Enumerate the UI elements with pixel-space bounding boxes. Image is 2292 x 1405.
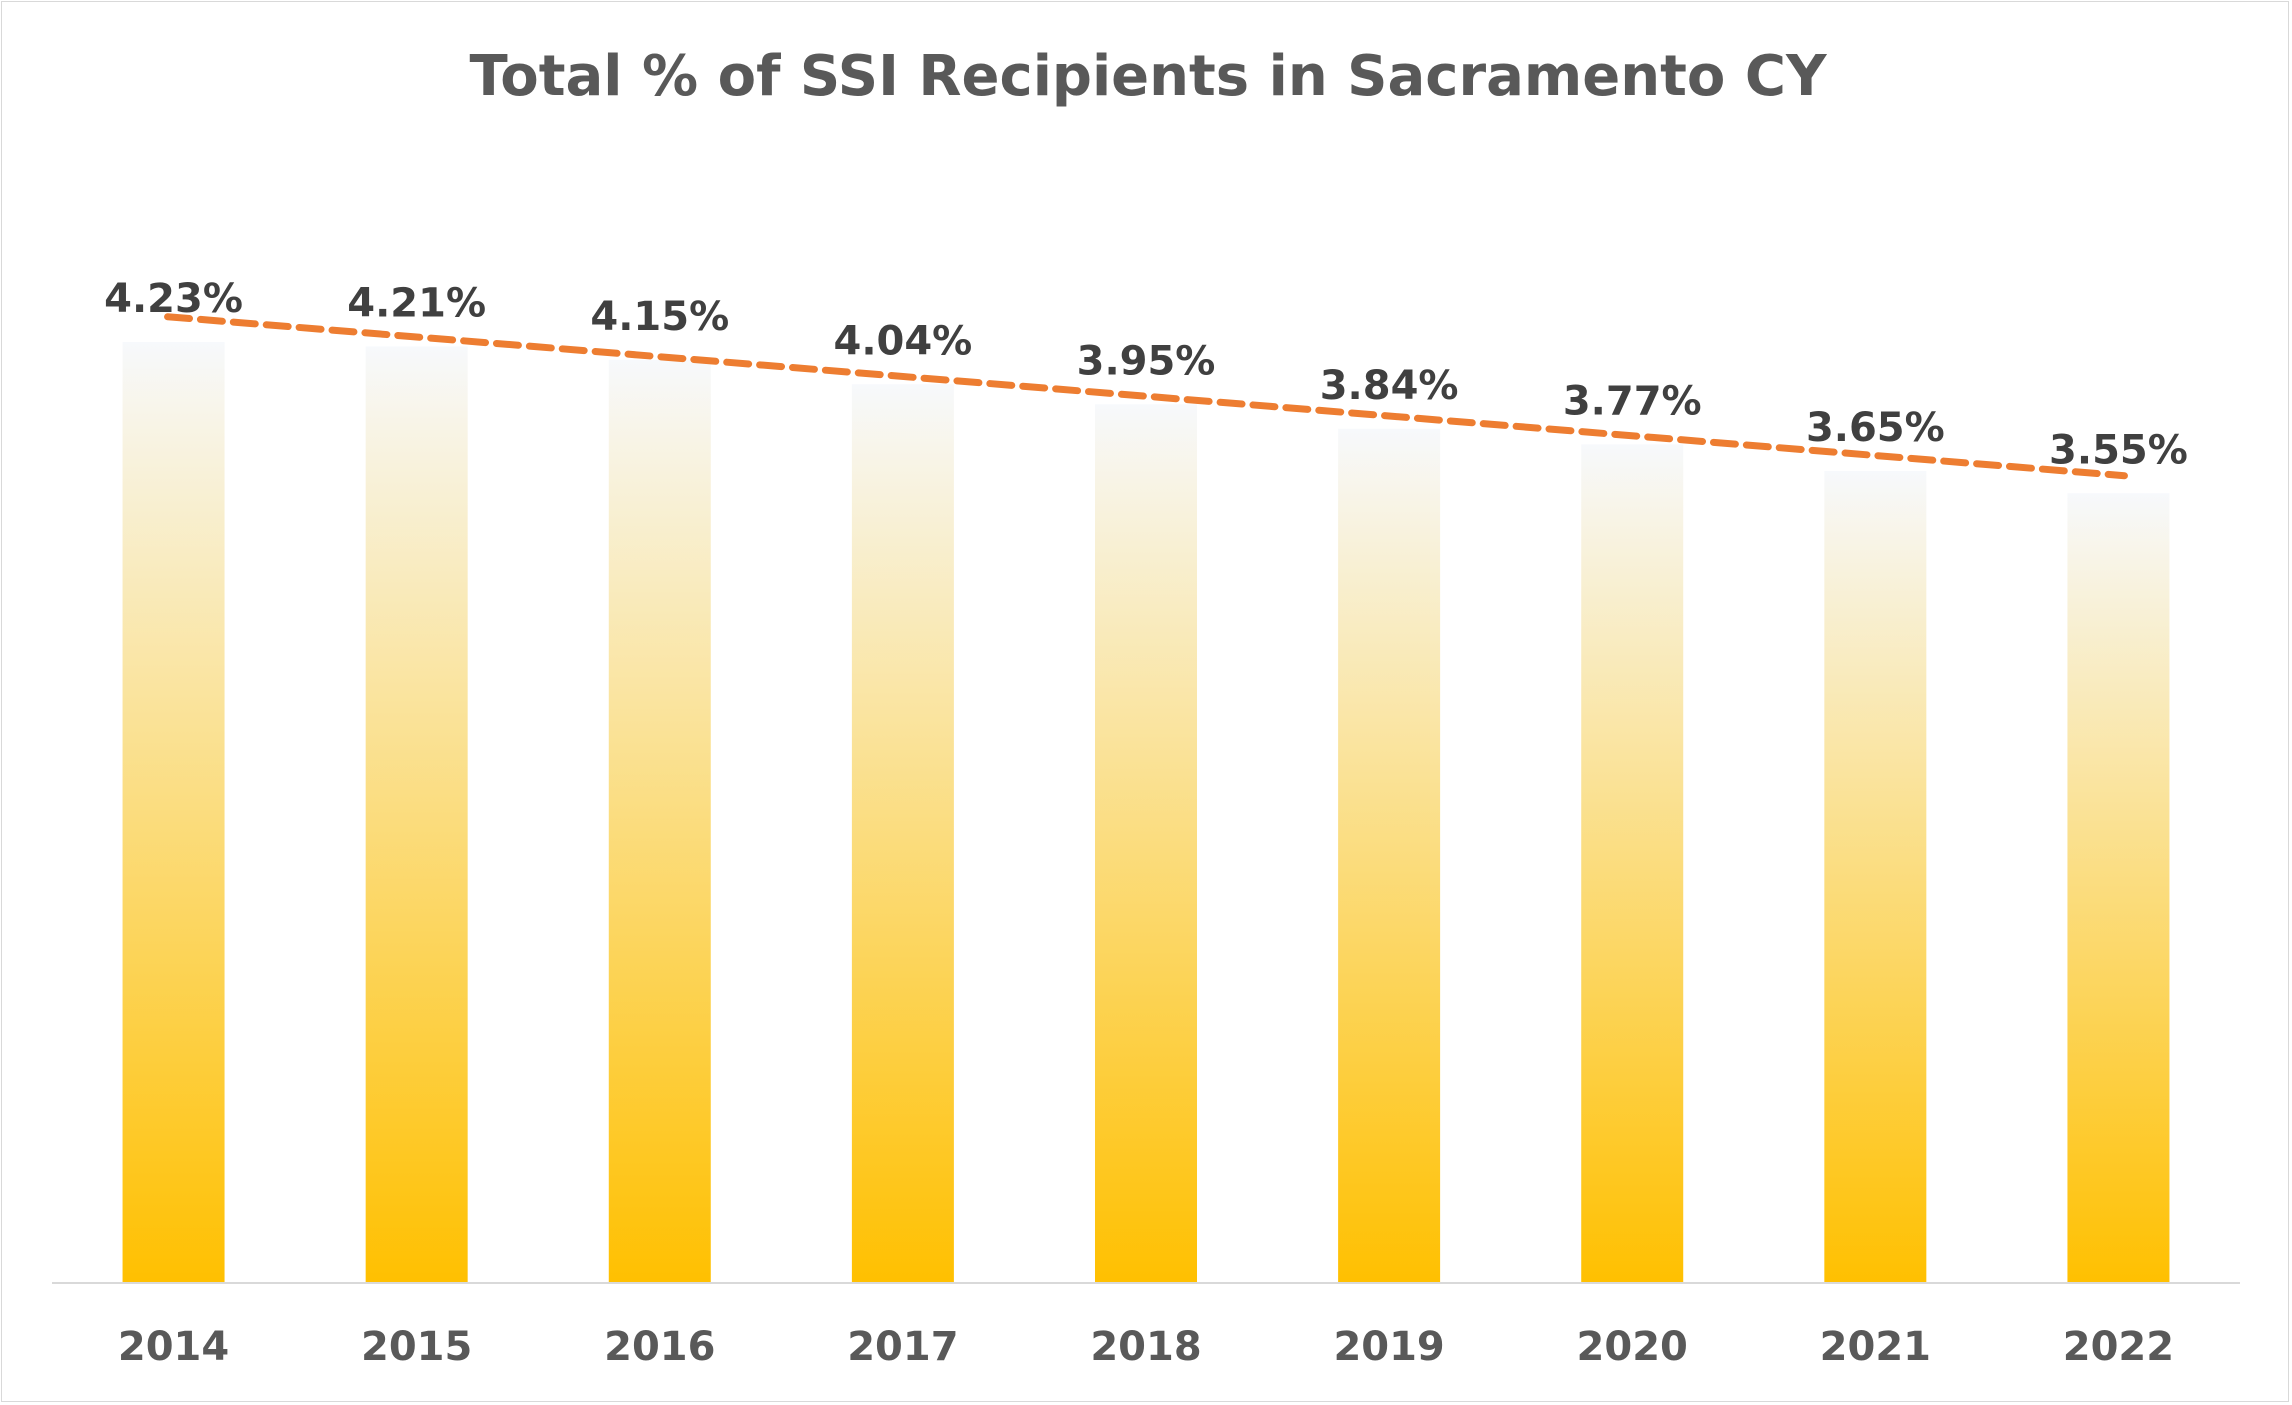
trendline [164, 313, 2128, 480]
bar-2020 [1581, 444, 1684, 1284]
bar-2016 [608, 359, 711, 1283]
bar-2019 [1338, 428, 1441, 1283]
chart-title: Total % of SSI Recipients in Sacramento … [469, 44, 1827, 109]
x-tick-label-2016: 2016 [604, 1324, 715, 1370]
bar-2015 [365, 346, 468, 1283]
bar-2017 [851, 384, 954, 1283]
trendline-layer [164, 313, 2128, 480]
x-tick-label-2019: 2019 [1333, 1324, 1444, 1370]
x-tick-label-2014: 2014 [118, 1324, 229, 1370]
data-label-2016: 4.15% [590, 294, 729, 340]
x-tick-label-2015: 2015 [361, 1324, 472, 1370]
data-label-2017: 4.04% [833, 318, 972, 364]
data-label-2018: 3.95% [1077, 338, 1216, 384]
data-label-2019: 3.84% [1320, 363, 1459, 409]
x-tick-label-2022: 2022 [2063, 1324, 2174, 1370]
x-tick-label-2020: 2020 [1577, 1324, 1688, 1370]
data-label-2021: 3.65% [1806, 405, 1945, 451]
bar-2022 [2067, 493, 2170, 1284]
data-label-2020: 3.77% [1563, 378, 1702, 424]
x-tick-label-2017: 2017 [847, 1324, 958, 1370]
data-labels-layer: 4.23% 4.21% 4.15% 4.04% 3.95% 3.84% 3.77% 3.65%… [104, 276, 2188, 473]
data-label-2022: 3.55% [2049, 427, 2188, 473]
bar-2021 [1824, 471, 1927, 1283]
x-tick-label-2021: 2021 [1820, 1324, 1931, 1370]
x-tick-label-2018: 2018 [1090, 1324, 1201, 1370]
bar-2018 [1095, 404, 1197, 1283]
bar-2014 [122, 342, 225, 1283]
x-tick-labels-layer: 2014 2015 2016 2017 2018 2019 2020 2021 2022 [118, 1324, 2174, 1370]
bars-layer [122, 342, 2170, 1284]
data-label-2015: 4.21% [347, 280, 486, 326]
data-label-2014: 4.23% [104, 276, 243, 322]
